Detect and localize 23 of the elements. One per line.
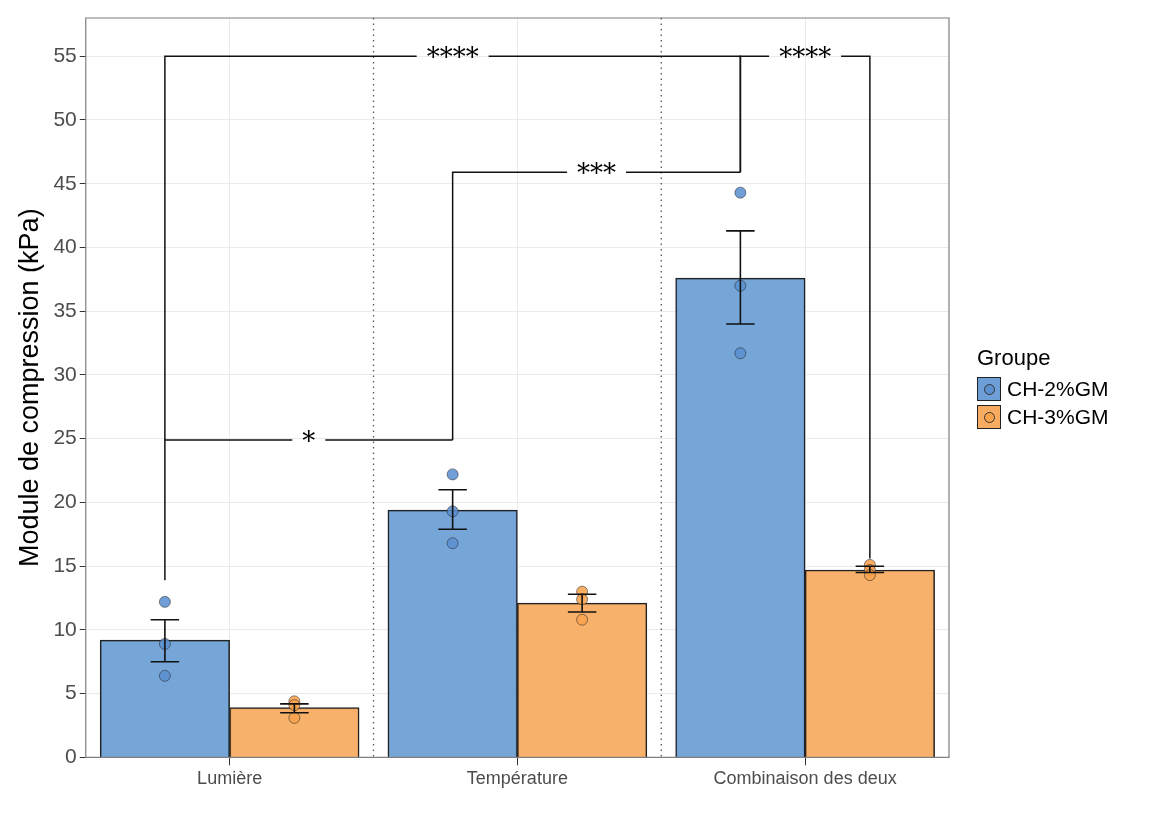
legend-title: Groupe	[977, 344, 1052, 371]
annotation: *	[302, 425, 316, 456]
x-tick-label: Combinaison des deux	[713, 768, 897, 789]
y-tick-label: 50	[53, 106, 77, 130]
annotation: ****	[426, 42, 479, 73]
y-axis-title: Module de compression (kPa)	[13, 208, 44, 568]
y-tick-label: 0	[65, 744, 77, 768]
y-tick-label: 15	[53, 552, 77, 576]
annotation: ***	[577, 158, 617, 189]
x-tick-label: Lumière	[197, 768, 263, 789]
legend-label: CH-2%GM	[1007, 376, 1109, 401]
y-tick-label: 40	[53, 234, 77, 258]
y-tick-label: 55	[53, 43, 77, 67]
annotation: ****	[779, 42, 832, 73]
y-tick-label: 35	[53, 298, 77, 322]
y-tick-label: 5	[65, 680, 77, 704]
legend-label: CH-3%GM	[1007, 404, 1109, 429]
y-tick-label: 25	[53, 425, 77, 449]
y-tick-label: 45	[53, 170, 77, 194]
y-tick-label: 10	[53, 616, 77, 640]
x-tick-label: Température	[466, 768, 568, 789]
y-tick-label: 20	[53, 489, 77, 513]
y-tick-label: 30	[53, 361, 77, 385]
